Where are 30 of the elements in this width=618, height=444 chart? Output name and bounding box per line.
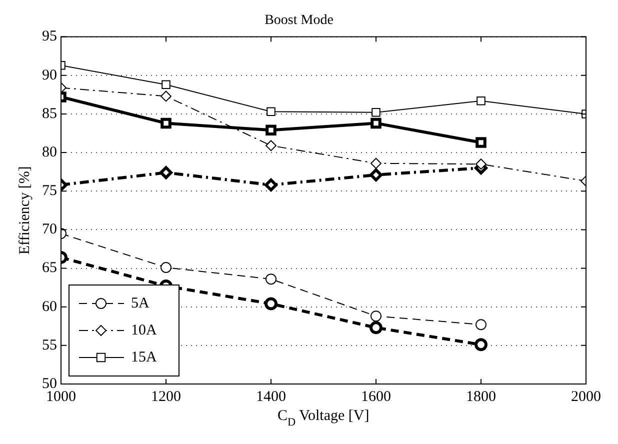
point — [474, 338, 488, 352]
y-tick-label: 75 — [42, 183, 57, 200]
y-axis-title: Efficiency [%] — [16, 166, 33, 255]
point — [476, 158, 486, 170]
y-tick-label: 85 — [42, 106, 57, 122]
point — [370, 168, 382, 182]
x-tick-label: 2000 — [571, 388, 601, 405]
chart-title: Boost Mode — [264, 13, 334, 28]
legend-label: 10A — [131, 322, 157, 338]
y-tick-label: 65 — [42, 260, 57, 276]
y-tick-label: 55 — [42, 337, 57, 354]
point — [476, 137, 486, 148]
legend-label: 5A — [131, 295, 150, 312]
x-tick-label: 1400 — [256, 388, 286, 405]
y-tick-label: 80 — [42, 144, 57, 160]
y-tick-label: 60 — [42, 298, 57, 315]
x-tick-label: 1200 — [151, 388, 181, 405]
y-tick-label: 70 — [42, 222, 57, 238]
y-tick-label: 90 — [42, 67, 57, 84]
point — [160, 118, 172, 129]
x-tick-label: 1600 — [361, 388, 391, 405]
point — [264, 297, 278, 310]
x-tick-label: 1800 — [466, 388, 496, 405]
point — [370, 321, 382, 334]
point — [160, 166, 172, 180]
point — [370, 118, 382, 129]
point — [266, 124, 276, 136]
point — [264, 178, 278, 192]
legend-label: 15A — [131, 349, 157, 366]
y-tick-label: 95 — [42, 28, 57, 45]
